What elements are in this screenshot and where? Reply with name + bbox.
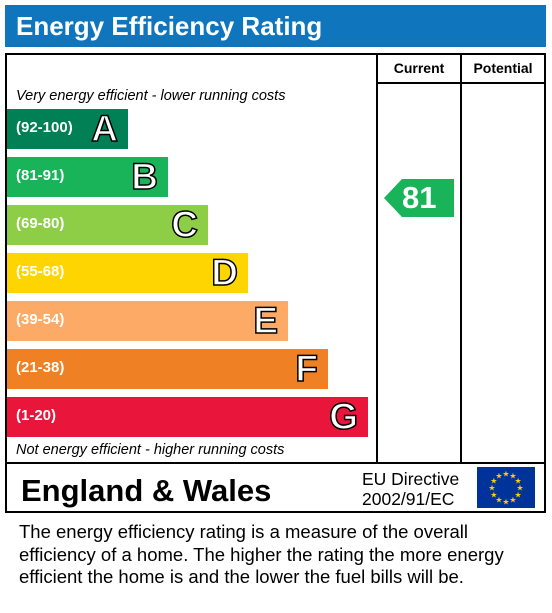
band-letter: E — [253, 300, 279, 342]
eu-directive-line1: EU Directive — [362, 469, 460, 489]
eu-flag-icon: ★ ★ ★ ★ ★ ★ ★ ★ ★ ★ ★ ★ — [477, 467, 535, 508]
footer-description: The energy efficiency rating is a measur… — [19, 521, 504, 587]
band-letter: A — [91, 108, 119, 150]
eu-directive: EU Directive 2002/91/EC — [362, 469, 459, 509]
eu-flag-star-icon: ★ — [515, 477, 522, 486]
band-a: (92-100) A — [7, 108, 128, 150]
region-label: England & Wales — [21, 473, 272, 508]
current-rating-value: 81 — [402, 180, 437, 215]
band-b: (81-91) B — [7, 156, 168, 198]
band-range: (21-38) — [16, 359, 65, 376]
top-note: Very energy efficient - lower running co… — [16, 88, 286, 104]
bottom-note: Not energy efficient - higher running co… — [16, 442, 285, 458]
band-d: (55-68) D — [7, 252, 248, 294]
title-bar: Energy Efficiency Rating — [5, 5, 546, 47]
page-title: Energy Efficiency Rating — [16, 11, 323, 41]
band-letter: D — [211, 252, 239, 294]
band-f: (21-38) F — [7, 348, 328, 390]
band-range: (81-91) — [16, 167, 65, 184]
eu-flag-star-icon: ★ — [488, 484, 495, 493]
footer-divider — [7, 462, 544, 464]
current-column-divider — [376, 55, 378, 464]
eu-flag-star-icon: ★ — [490, 477, 497, 486]
band-e: (39-54) E — [7, 300, 288, 342]
band-range: (69-80) — [16, 215, 65, 232]
potential-column-header: Potential — [473, 60, 533, 76]
band-letter: F — [295, 348, 319, 390]
eu-flag-star-icon: ★ — [495, 496, 502, 505]
eu-flag-star-icon: ★ — [509, 496, 516, 505]
current-column-header: Current — [393, 60, 445, 76]
band-letter: B — [131, 156, 159, 198]
current-rating-arrow-shape — [384, 179, 454, 217]
potential-column-divider — [460, 55, 462, 464]
eu-flag-star-icon: ★ — [502, 498, 509, 507]
band-g: (1-20) G — [7, 396, 368, 438]
band-c: (69-80) C — [7, 204, 208, 246]
band-letter: C — [171, 204, 199, 246]
rating-chart: Current Potential Very energy efficient … — [5, 53, 546, 513]
eu-directive-line2: 2002/91/EC — [362, 489, 455, 509]
band-range: (1-20) — [16, 407, 57, 424]
header-divider — [376, 82, 544, 84]
current-rating-arrow: 81 — [384, 179, 454, 217]
band-range: (92-100) — [16, 119, 73, 136]
eu-flag-star-icon: ★ — [502, 470, 509, 479]
band-range: (39-54) — [16, 311, 65, 328]
eu-flag-star-icon: ★ — [495, 471, 502, 480]
eu-flag-star-icon: ★ — [509, 471, 516, 480]
eu-flag-star-icon: ★ — [490, 491, 497, 500]
band-range: (55-68) — [16, 263, 65, 280]
eu-flag-star-icon: ★ — [516, 484, 523, 493]
eu-flag-star-icon: ★ — [515, 491, 522, 500]
band-letter: G — [328, 396, 358, 438]
